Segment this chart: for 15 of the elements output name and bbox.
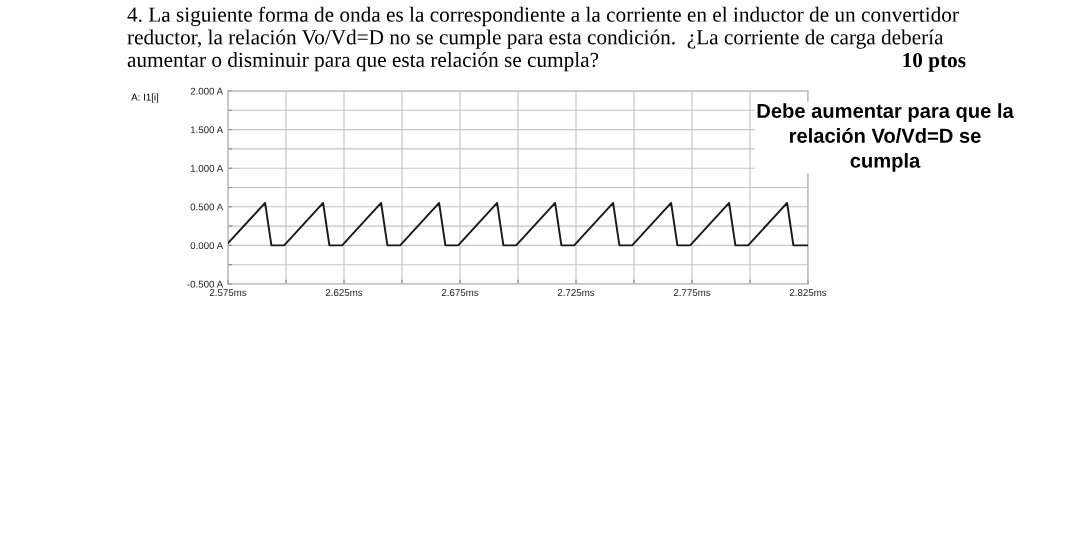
annotation: Debe aumentar para que la relación Vo/Vd=D se cumpla <box>757 103 1014 172</box>
x-tick-label: 2.775ms <box>673 289 711 296</box>
x-tick-label: 2.625ms <box>325 289 363 296</box>
y-tick-label: 1.000 A <box>190 164 224 172</box>
x-tick-label: 2.725ms <box>557 289 595 296</box>
y-tick-label: 0.000 A <box>190 242 224 250</box>
y-axis-title: A: I1[i] <box>131 93 159 103</box>
x-tick-label: 2.675ms <box>441 289 479 296</box>
x-tick-label: 2.825ms <box>789 289 827 296</box>
y-tick-label: 0.500 A <box>190 203 224 211</box>
y-tick-label: 2.000 A <box>190 87 224 95</box>
x-tick-label: 2.575ms <box>209 289 247 296</box>
text: 10 ptos <box>903 52 966 72</box>
y-tick-label: 1.500 A <box>190 126 224 134</box>
y-tick-label: -0.500 A <box>187 280 224 288</box>
